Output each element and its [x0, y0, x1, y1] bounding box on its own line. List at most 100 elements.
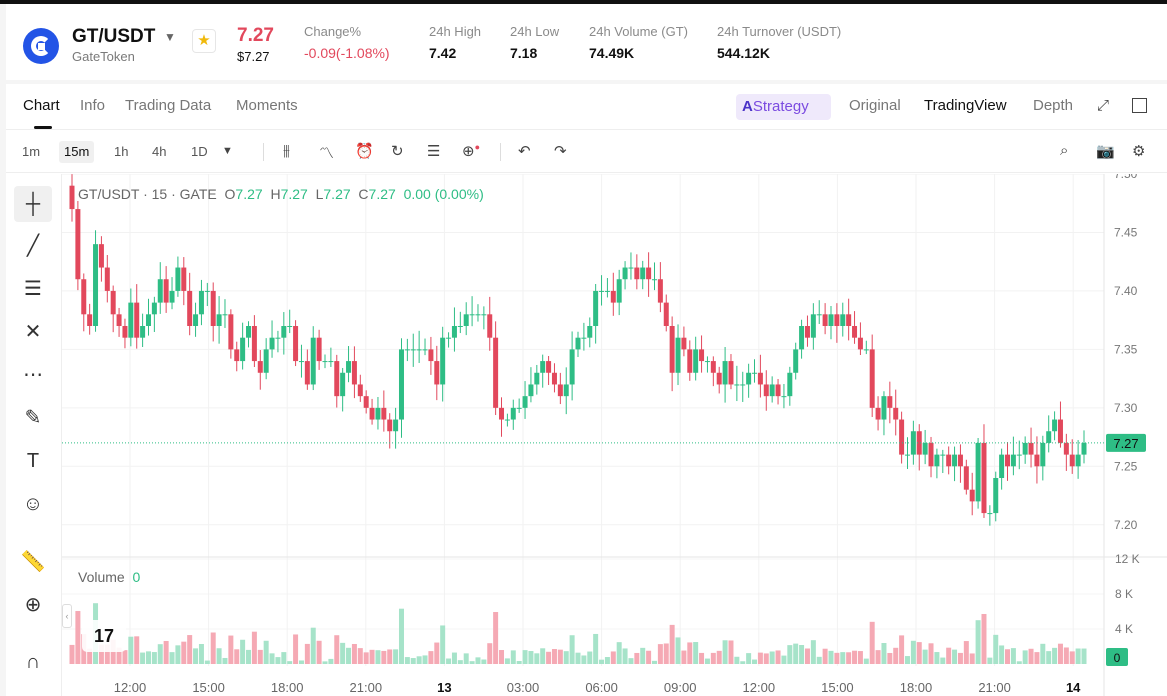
chart-area[interactable]: 7.50 7.45 7.40 7.35 7.30 7.25 7.20 12 K 8 K 4 K 12…: [62, 167, 1167, 696]
candle-type-icon[interactable]: ⫵: [283, 142, 290, 159]
candle-body: [887, 396, 893, 408]
volume-bar: [169, 652, 175, 664]
search-icon[interactable]: ⌕: [1060, 142, 1069, 159]
volume-bar: [899, 635, 905, 664]
timeframe-dropdown-icon[interactable]: ▼: [222, 145, 233, 157]
candle-body: [863, 349, 869, 351]
candle-body: [981, 442, 987, 514]
candle-body: [528, 384, 534, 397]
time-tick-label: 06:00: [585, 680, 618, 695]
candle-body: [899, 419, 905, 455]
candle-body: [1010, 454, 1016, 467]
volume-bar: [504, 658, 510, 664]
trendline-tool-icon[interactable]: ╱: [26, 235, 40, 257]
gatetoken-logo-icon: [23, 28, 59, 64]
candle-body: [693, 349, 699, 373]
timeframe-4h[interactable]: 4h: [152, 144, 167, 159]
replay-icon[interactable]: ↻: [391, 143, 404, 160]
volume-bar: [1022, 650, 1028, 664]
settings-gear-icon[interactable]: ⚙: [1132, 143, 1146, 160]
volume-bar: [734, 656, 740, 664]
candle-body: [1016, 454, 1022, 456]
collapse-sidebar-icon[interactable]: ‹: [62, 604, 72, 628]
layout-icon[interactable]: ☰: [427, 143, 441, 160]
volume-bar: [710, 652, 716, 664]
candle-body: [846, 314, 852, 326]
favorite-star-icon[interactable]: ★: [192, 29, 216, 53]
zoom-in-tool-icon[interactable]: ⊕: [24, 594, 42, 616]
tab-info[interactable]: Info: [80, 97, 106, 114]
volume-bar: [410, 658, 416, 664]
candle-body: [351, 361, 357, 385]
volume-bar: [928, 643, 934, 664]
view-depth[interactable]: Depth: [1033, 97, 1074, 114]
volume-bar: [522, 650, 528, 664]
tab-trading-data[interactable]: Trading Data: [125, 97, 212, 114]
timeframe-1d[interactable]: 1D: [191, 144, 208, 159]
time-tick-label: 09:00: [664, 680, 697, 695]
pair-name[interactable]: GT/USDT: [72, 26, 156, 47]
candle-body: [999, 454, 1005, 478]
magnet-tool-icon[interactable]: ∩: [25, 651, 41, 673]
candlestick-chart[interactable]: 7.50 7.45 7.40 7.35 7.30 7.25 7.20 12 K 8 K 4 K 12…: [62, 167, 1167, 696]
volume-bar: [810, 640, 816, 664]
pair-dropdown-icon[interactable]: ▼: [164, 30, 176, 44]
volume-bar: [104, 644, 110, 664]
alert-icon[interactable]: ⏰: [355, 143, 374, 160]
candle-body: [704, 361, 710, 363]
candle-body: [957, 454, 963, 467]
candle-body: [140, 326, 146, 338]
candle-body: [975, 442, 981, 502]
candle-body: [122, 326, 128, 338]
emoji-tool-icon[interactable]: ☺: [22, 493, 44, 515]
last-price-usd: $7.27: [237, 49, 270, 64]
candle-body: [287, 326, 293, 327]
candle-body: [1040, 442, 1046, 467]
volume-bar: [122, 650, 128, 664]
timeframe-1h[interactable]: 1h: [114, 144, 129, 159]
view-tradingview[interactable]: TradingView: [924, 97, 1007, 114]
ruler-tool-icon[interactable]: 📏: [20, 551, 46, 573]
candle-body: [569, 349, 575, 385]
volume-bar: [75, 611, 81, 664]
expand-icon[interactable]: ⤢: [1097, 97, 1110, 114]
volume-bar: [1034, 652, 1040, 664]
view-original[interactable]: Original: [849, 97, 901, 114]
volume-bar: [269, 653, 275, 664]
volume-bar: [999, 645, 1005, 664]
volume-bar: [398, 608, 404, 664]
tab-moments[interactable]: Moments: [236, 97, 298, 114]
fullscreen-icon[interactable]: [1132, 98, 1147, 113]
volume-tick-label: 4 K: [1115, 622, 1133, 636]
crosshair-tool-icon[interactable]: ┼: [14, 186, 52, 222]
indicators-icon[interactable]: 〽: [319, 145, 335, 162]
strategy-button[interactable]: AStrategy: [736, 94, 831, 120]
volume-bar: [251, 631, 257, 664]
candle-body: [816, 314, 822, 316]
timeframe-1m[interactable]: 1m: [22, 144, 41, 159]
brush-tool-icon[interactable]: ✎: [24, 407, 42, 429]
text-tool-icon[interactable]: T: [26, 450, 40, 472]
camera-icon[interactable]: 📷: [1096, 143, 1115, 160]
candle-body: [793, 349, 799, 373]
tab-chart[interactable]: Chart: [23, 97, 60, 114]
volume-bar: [675, 637, 681, 664]
candle-body: [369, 407, 375, 420]
undo-icon[interactable]: ↶: [518, 143, 531, 160]
volume-bar: [716, 650, 722, 664]
candle-body: [910, 431, 916, 455]
volume-bar: [904, 656, 910, 664]
timeframe-15m[interactable]: 15m: [59, 141, 95, 163]
fib-tool-icon[interactable]: ⋯: [23, 364, 43, 386]
legend-low: 7.27: [323, 186, 351, 202]
add-indicator-icon[interactable]: ⊕●: [462, 142, 481, 160]
volume-bar: [934, 652, 940, 664]
volume-bar: [381, 650, 387, 664]
active-tab-indicator: [34, 126, 52, 129]
pattern-tool-icon[interactable]: ✕: [24, 321, 42, 343]
candle-body: [98, 244, 104, 268]
legend-close: 7.27: [368, 186, 396, 202]
volume-bar: [993, 634, 999, 664]
horizontal-lines-tool-icon[interactable]: ☰: [24, 278, 42, 300]
redo-icon[interactable]: ↷: [554, 143, 567, 160]
